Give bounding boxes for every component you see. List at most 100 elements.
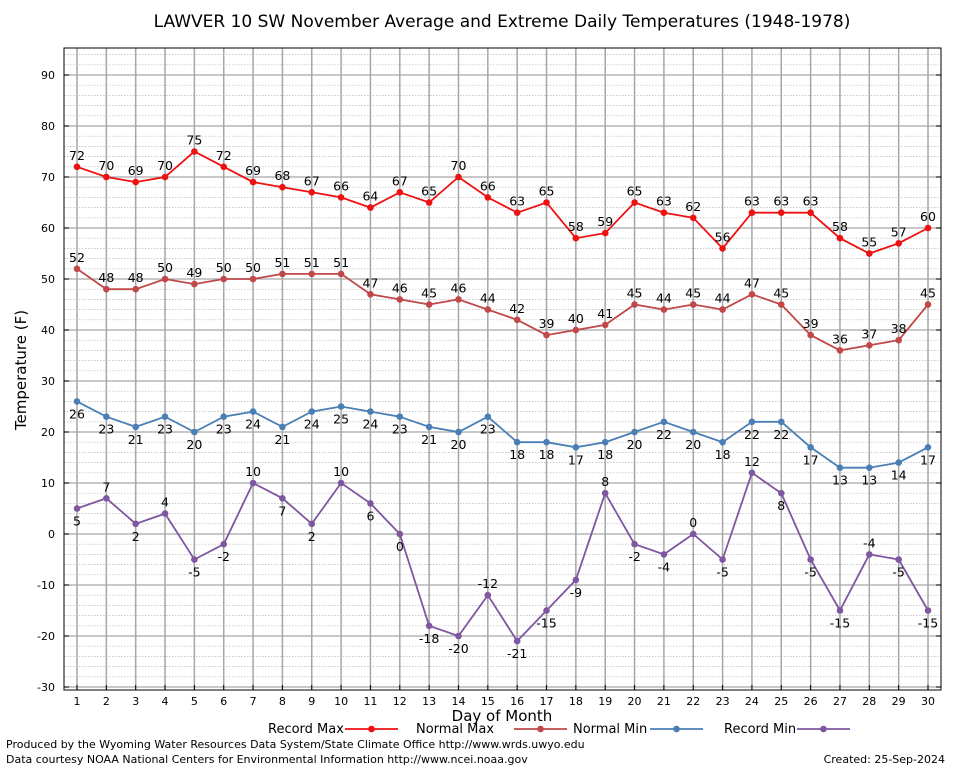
data-label: 50 (157, 260, 173, 275)
data-point (425, 423, 433, 431)
data-point (484, 413, 492, 421)
data-point (836, 347, 844, 354)
data-point (543, 199, 550, 206)
y-tick-label: 60 (41, 222, 55, 235)
data-label: 45 (685, 286, 701, 301)
x-tick-label: 12 (393, 695, 407, 708)
data-point (337, 194, 345, 201)
data-label: 4 (161, 495, 169, 510)
data-point (249, 275, 257, 283)
y-tick-label: 0 (48, 528, 55, 541)
x-axis-title: Day of Month (452, 707, 553, 725)
y-axis-title: Temperature (F) (12, 310, 30, 431)
data-label: 5 (73, 514, 81, 529)
data-label: -5 (892, 565, 904, 580)
plot-area (64, 48, 941, 690)
data-point (601, 489, 609, 497)
data-point (249, 408, 257, 415)
data-point (103, 285, 110, 293)
data-point (807, 556, 814, 563)
data-label: 68 (274, 168, 290, 183)
data-point (455, 173, 462, 181)
data-label: -12 (478, 576, 498, 591)
data-point (191, 556, 198, 563)
data-point (777, 489, 785, 497)
data-label: 38 (891, 321, 907, 336)
data-label: 22 (744, 427, 760, 442)
legend-swatch-marker (673, 725, 680, 733)
plot-background (64, 48, 941, 690)
data-point (484, 194, 492, 201)
data-point (572, 444, 580, 451)
data-point (572, 576, 580, 584)
data-label: 66 (333, 178, 349, 193)
data-label: 63 (509, 194, 525, 209)
data-point (191, 148, 198, 155)
x-tick-label: 26 (804, 695, 818, 708)
data-label: 47 (744, 275, 760, 290)
y-tick-label: 70 (41, 171, 55, 184)
data-point (367, 291, 374, 298)
data-label: 72 (216, 148, 232, 163)
series-line (76, 400, 929, 469)
data-label: 26 (69, 406, 85, 421)
data-point (161, 413, 169, 421)
x-tick-label: 17 (540, 695, 554, 708)
data-point (103, 173, 110, 181)
data-label: 70 (451, 158, 467, 173)
data-label: 47 (362, 275, 378, 290)
legend-swatch-marker (537, 725, 544, 733)
data-label: 45 (920, 286, 936, 301)
data-point (308, 270, 316, 278)
data-label: 44 (480, 291, 496, 306)
data-label: 39 (539, 316, 555, 331)
data-label: 24 (362, 417, 378, 432)
x-tick-label: 9 (308, 695, 315, 708)
data-label: 51 (274, 255, 290, 270)
x-tick-label: 15 (481, 695, 495, 708)
data-point (161, 275, 169, 283)
data-label: 69 (128, 163, 144, 178)
data-label: 13 (861, 473, 877, 488)
data-point (719, 245, 726, 252)
data-label: 23 (480, 422, 496, 437)
data-label: 57 (891, 224, 907, 239)
data-label: 23 (98, 422, 114, 437)
data-label: 13 (832, 473, 848, 488)
data-point (543, 607, 550, 614)
data-point (132, 285, 139, 293)
data-label: 63 (744, 194, 760, 209)
footer-credit-line-1: Produced by the Wyoming Water Resources … (6, 738, 585, 751)
data-point (836, 234, 844, 242)
data-label: 25 (333, 412, 349, 427)
data-point (191, 428, 198, 436)
data-point (924, 607, 932, 614)
data-point (279, 423, 286, 431)
x-tick-label: 13 (422, 695, 436, 708)
data-point (660, 306, 668, 313)
x-tick-label: 8 (279, 695, 286, 708)
data-label: -2 (217, 549, 229, 564)
data-label: 45 (627, 286, 643, 301)
data-label: 39 (803, 316, 819, 331)
data-label: 42 (509, 301, 525, 316)
data-label: 40 (568, 311, 584, 326)
data-point (132, 520, 139, 528)
data-label: 6 (366, 508, 374, 523)
x-tick-label: 29 (892, 695, 906, 708)
data-point (249, 178, 257, 186)
x-tick-label: 2 (103, 695, 110, 708)
x-tick-label: 19 (598, 695, 612, 708)
data-label: 63 (773, 194, 789, 209)
x-tick-label: 11 (363, 695, 377, 708)
legend: Record Max Normal Max Normal Min Record Min (268, 722, 850, 737)
data-point (895, 556, 902, 563)
axes (63, 47, 942, 691)
data-point (220, 163, 228, 171)
data-point (513, 637, 521, 645)
data-point (367, 500, 374, 507)
data-label: 58 (832, 219, 848, 234)
data-label: 65 (421, 184, 437, 199)
